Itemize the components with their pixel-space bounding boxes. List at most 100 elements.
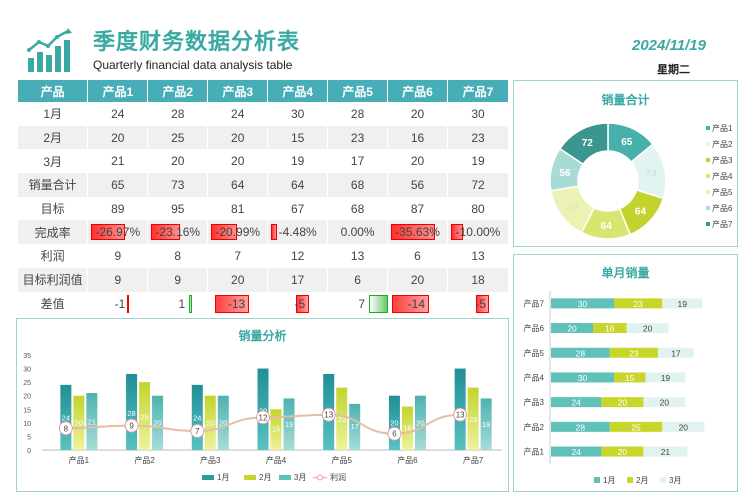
y-tick-label: 产品1	[524, 447, 545, 457]
legend-label: 3月	[669, 476, 681, 485]
column-bar	[349, 403, 361, 450]
cell-value: 7	[234, 248, 242, 263]
table-cell: 20	[387, 267, 448, 292]
cell-value: 19	[290, 154, 305, 169]
column-value-label: 17	[351, 422, 359, 431]
cell-value: 64	[290, 177, 305, 192]
column-bar	[139, 382, 151, 450]
table-cell: 19	[447, 149, 509, 174]
donut-slice-label: 73	[646, 169, 658, 180]
legend-label: 产品6	[712, 203, 733, 213]
x-tick-label: 产品6	[397, 455, 418, 465]
bar-chart-trend-icon	[27, 28, 72, 72]
profit-value-label: 6	[392, 430, 397, 439]
table-row: 2月 20 25 20 15 23 16 23	[18, 125, 509, 150]
legend-swatch	[706, 142, 710, 146]
table-cell: 19	[267, 149, 329, 174]
completion-rate-bar	[151, 224, 180, 241]
legend-label: 产品7	[712, 219, 733, 229]
table-cell: -13	[207, 291, 269, 316]
segment-value-label: 20	[618, 398, 628, 408]
column-value-label: 16	[403, 423, 411, 432]
segment-value-label: 23	[633, 299, 643, 309]
table-cell: -23.16%	[147, 220, 209, 245]
segment-value-label: 24	[571, 398, 581, 408]
legend-swatch	[627, 477, 633, 483]
cell-value: 19	[471, 154, 485, 169]
cell-value: 20	[231, 272, 245, 287]
segment-value-label: 20	[679, 422, 689, 432]
column-bar	[73, 395, 85, 450]
table-cell: 28	[327, 102, 389, 126]
difference-bar	[214, 294, 250, 313]
table-cell: 9	[87, 267, 149, 292]
stacked-bar-segment	[609, 421, 663, 432]
column-value-label: 21	[88, 417, 96, 426]
column-value-label: 20	[219, 419, 227, 428]
x-tick-label: 产品4	[266, 455, 287, 465]
table-cell: 24	[207, 102, 269, 126]
y-tick-label: 10	[23, 421, 31, 428]
stacked-bar-segment	[551, 372, 614, 383]
column-bar	[414, 395, 426, 450]
table-cell: 81	[207, 196, 269, 221]
cell-value: 87	[410, 201, 425, 216]
column-bar	[401, 406, 413, 450]
legend-swatch	[706, 126, 710, 130]
column-bar	[257, 368, 269, 450]
x-tick-label: 产品5	[331, 455, 352, 465]
cell-value: 9	[174, 272, 182, 287]
table-cell: 24	[87, 102, 149, 126]
profit-marker	[190, 424, 205, 438]
profit-value-label: 13	[324, 411, 333, 420]
column-value-label: 20	[153, 419, 161, 428]
stacked-bar-segment	[626, 323, 669, 334]
segment-value-label: 15	[625, 373, 635, 383]
column-value-label: 19	[482, 420, 490, 429]
y-tick-label: 产品7	[524, 298, 545, 308]
cell-value: 1	[178, 296, 186, 311]
donut-title: 销量合计	[601, 93, 650, 107]
table-cell: 6	[327, 267, 389, 292]
cell-value: -5	[475, 296, 486, 311]
y-tick-label: 35	[23, 353, 31, 360]
segment-value-label: 19	[678, 299, 688, 309]
cell-value: 68	[350, 177, 365, 192]
y-tick-label: 15	[23, 407, 31, 414]
table-header-cell: 产品3	[207, 80, 269, 102]
table-row: 差值 -1 1 -13 -5 7 -14 -5	[18, 291, 509, 316]
stacked-bar-segment	[551, 323, 593, 334]
column-bar	[336, 387, 348, 450]
cell-value: -14	[407, 296, 425, 311]
column-value-label: 19	[285, 420, 293, 429]
x-tick-label: 产品1	[69, 455, 90, 465]
table-cell: -35.63%	[387, 220, 448, 245]
cell-value: 6	[354, 272, 361, 287]
completion-rate-bar	[91, 224, 125, 241]
column-value-label: 24	[193, 414, 201, 423]
table-header-cell: 产品5	[327, 80, 389, 102]
table-cell: 20	[207, 267, 269, 292]
cell-value: -10.00%	[455, 225, 501, 240]
cell-value: 17	[350, 154, 365, 169]
table-cell: 67	[267, 196, 329, 221]
cell-value: 23	[350, 130, 365, 145]
segment-value-label: 30	[578, 299, 588, 309]
table-cell: 13	[447, 244, 509, 268]
table-cell: 18	[447, 267, 509, 292]
donut-slice-label: 64	[635, 207, 647, 218]
column-bar	[191, 384, 203, 450]
table-cell: 23	[447, 125, 509, 150]
table-cell: 7	[207, 244, 269, 268]
cell-value: 17	[290, 272, 305, 287]
legend-label: 利润	[330, 472, 346, 482]
donut-slice-label: 68	[567, 203, 579, 214]
stacked-bar-segment	[551, 347, 610, 358]
segment-value-label: 21	[661, 447, 671, 457]
row-label: 3月	[18, 149, 89, 174]
legend-label: 产品3	[712, 155, 733, 165]
segment-value-label: 24	[571, 447, 581, 457]
cell-value: 9	[114, 248, 122, 263]
table-cell: 7	[327, 291, 389, 316]
cell-value: 65	[111, 177, 125, 192]
